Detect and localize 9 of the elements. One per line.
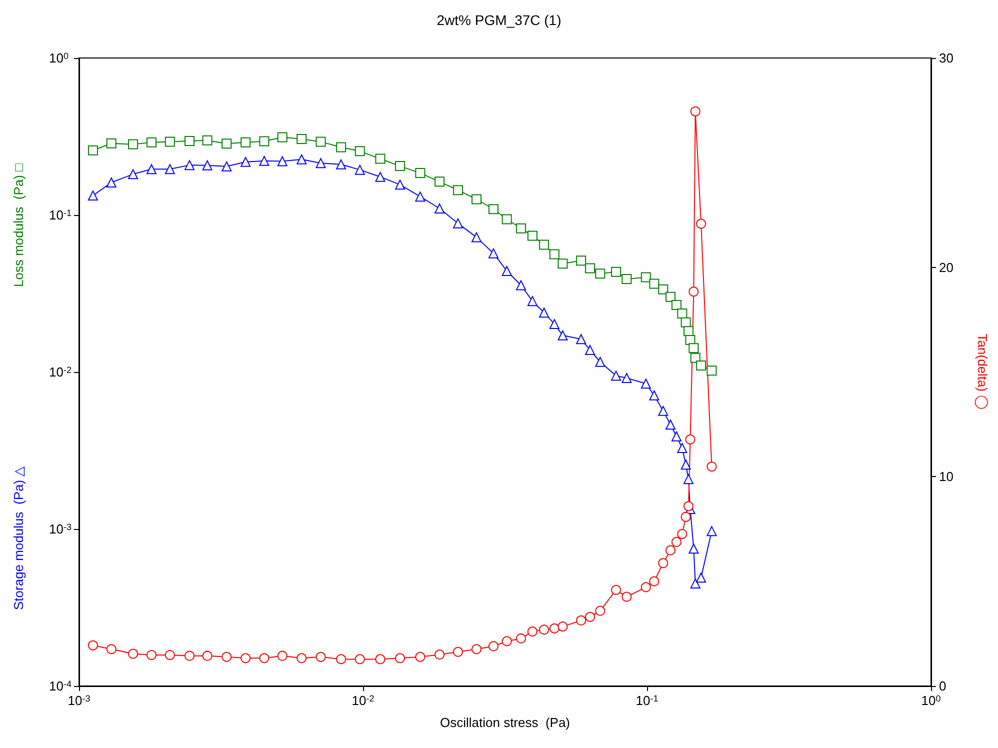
chart-title: 2wt% PGM_37C (1): [436, 12, 562, 28]
x-axis-title: Oscillation stress (Pa): [440, 715, 570, 730]
y2-tick-label: 30: [939, 50, 954, 66]
text: Storage modulus (Pa) △: [11, 466, 26, 610]
y2-tick-label: 0: [939, 678, 946, 694]
y2-tick-label: 10: [939, 469, 954, 484]
y2-tick-label: 20: [939, 260, 954, 275]
y2-axis-title: Tan(delta) ◯: [974, 334, 990, 410]
y-axis-title: Loss modulus (Pa) □: [11, 163, 26, 287]
